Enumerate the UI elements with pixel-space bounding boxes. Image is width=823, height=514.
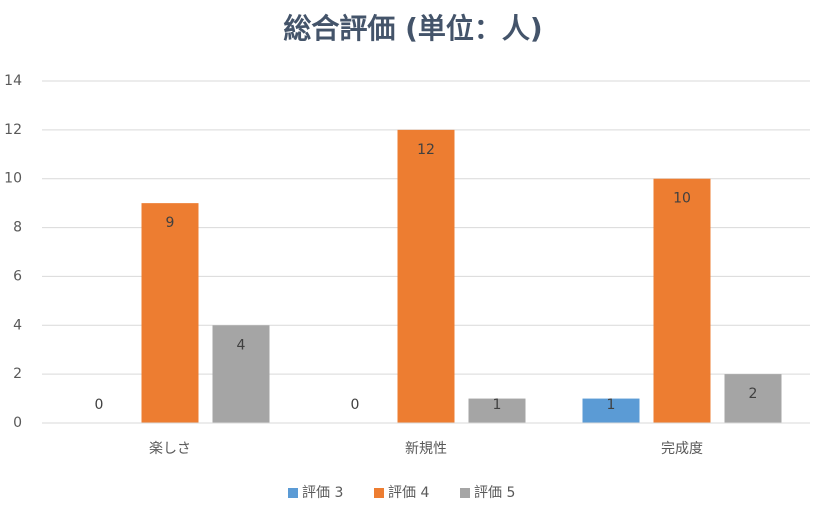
legend-label: 評価 5 [474,485,515,501]
legend-swatch [288,488,298,498]
x-tick-label: 楽しさ [149,441,191,457]
legend-swatch [374,488,384,498]
bar [653,178,711,423]
legend-label: 評価 3 [302,485,343,501]
bar [141,203,199,423]
y-tick-label: 4 [13,317,22,333]
data-label: 4 [237,337,246,353]
data-label: 12 [417,142,435,158]
bar [724,374,782,423]
data-label: 10 [673,191,691,207]
y-tick-label: 6 [13,268,22,284]
data-label: 9 [166,215,175,231]
x-tick-label: 完成度 [661,441,703,457]
data-label: 0 [95,397,104,413]
y-tick-label: 8 [13,220,22,236]
y-tick-label: 14 [4,73,22,89]
data-label: 1 [607,397,616,413]
data-label: 2 [749,386,758,402]
y-tick-label: 10 [4,171,22,187]
data-label: 1 [493,397,502,413]
x-tick-label: 新規性 [405,441,447,457]
bar [582,398,640,423]
bar [397,129,455,423]
y-tick-label: 2 [13,366,22,382]
legend-label: 評価 4 [388,485,429,501]
data-label: 0 [351,397,360,413]
bar [212,325,270,423]
y-tick-label: 12 [4,122,22,138]
bar [468,398,526,423]
y-tick-label: 0 [13,415,22,431]
legend-swatch [460,488,470,498]
chart-title: 総合評価 (単位：人) [283,12,542,45]
